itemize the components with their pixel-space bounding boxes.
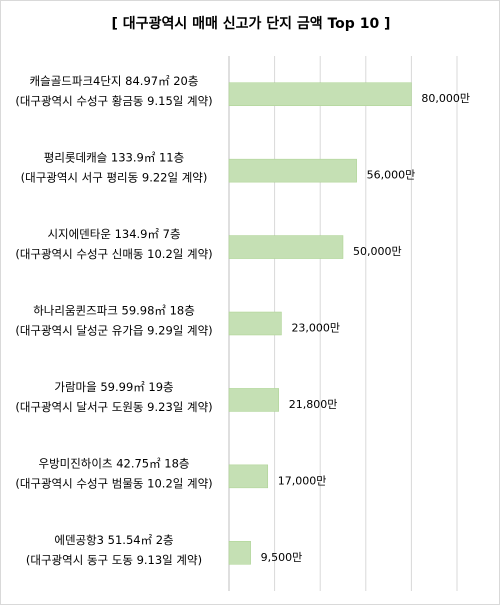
data-label: 9,500만 [261,551,303,564]
chart-title: [ 대구광역시 매매 신고가 단지 금액 Top 10 ] [111,16,391,32]
category-label: 우방미진하이츠 42.75㎡ 18층 [38,456,189,470]
bar [228,541,251,565]
data-label: 80,000만 [421,92,470,105]
data-label: 23,000만 [291,322,340,335]
category-label: 가람마을 59.99㎡ 19층 [54,380,173,394]
category-label: 평리롯데캐슬 133.9㎡ 11층 [44,151,184,165]
category-sublabel: (대구광역시 수성구 범물동 10.2일 계약) [15,476,212,490]
category-label: 시지에덴타운 134.9㎡ 7층 [47,227,180,241]
category-sublabel: (대구광역시 수성구 신매동 10.2일 계약) [15,247,212,261]
bar [228,464,269,489]
category-sublabel: (대구광역시 서구 평리동 9.22일 계약) [21,171,208,185]
category-label: 하나리움퀸즈파크 59.98㎡ 18층 [33,304,195,318]
data-label: 56,000만 [367,169,416,182]
category-sublabel: (대구광역시 수성구 황금동 9.15일 계약) [15,94,212,108]
bar [228,158,357,183]
category-label: 에덴공항3 51.54㎡ 2층 [54,533,173,547]
data-label: 21,800만 [289,398,338,411]
bar [228,311,282,336]
category-sublabel: (대구광역시 달성군 유가읍 9.29일 계약) [15,324,212,338]
category-sublabel: (대구광역시 동구 도동 9.13일 계약) [26,553,202,567]
category-label: 캐슬골드파크4단지 84.97㎡ 20층 [30,74,199,88]
data-label: 17,000만 [278,474,327,487]
bar [228,388,279,412]
bar [228,82,412,106]
data-label: 50,000만 [353,245,402,258]
category-sublabel: (대구광역시 달서구 도원동 9.23일 계약) [15,400,212,414]
bar [228,235,344,259]
